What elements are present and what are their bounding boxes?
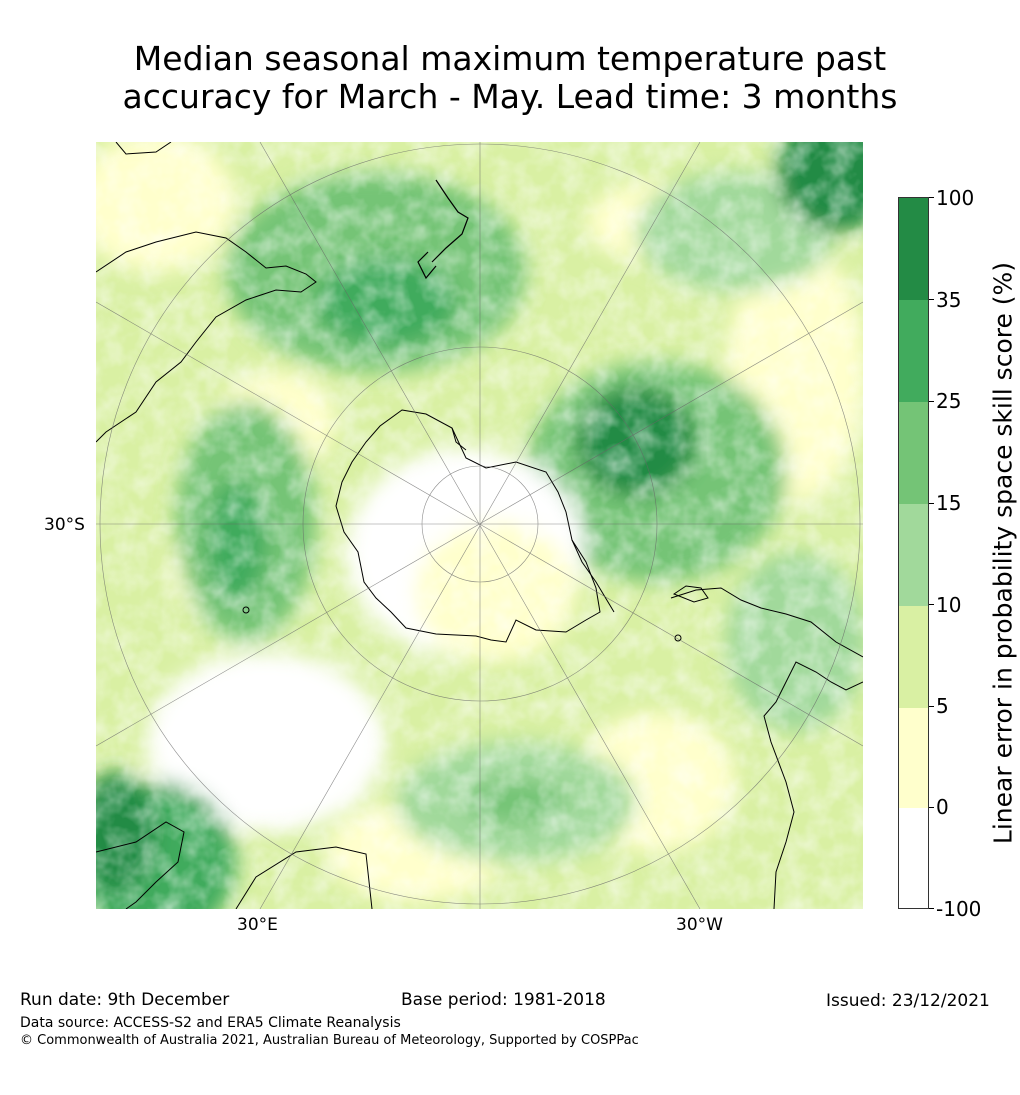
skill-map — [96, 142, 863, 909]
skill-field-texture — [96, 142, 863, 909]
longitude-label-30w: 30°W — [676, 915, 723, 935]
africa-coastline — [96, 821, 373, 909]
run-date: Run date: 9th December — [20, 990, 230, 1010]
antarctic-peninsula-coastline — [571, 539, 615, 613]
colorbar-tick — [929, 197, 934, 198]
island-marker — [242, 606, 250, 614]
copyright-notice: © Commonwealth of Australia 2021, Austra… — [20, 1033, 639, 1048]
colorbar-tick-label: 100 — [936, 186, 975, 210]
longitude-label-30e: 30°E — [237, 915, 278, 935]
colorbar-tick — [929, 604, 934, 605]
data-source: Data source: ACCESS-S2 and ERA5 Climate … — [20, 1015, 401, 1031]
colorbar-tick-label: 0 — [936, 795, 949, 819]
chart-title: Median seasonal maximum temperature past… — [0, 40, 1020, 116]
colorbar-segment — [899, 504, 928, 606]
colorbar-tick-label: 15 — [936, 491, 962, 515]
colorbar-tick — [929, 706, 934, 707]
colorbar-tick — [929, 807, 934, 808]
colorbar-title: Linear error in probability space skill … — [988, 261, 1018, 845]
latitude-label-30s: 30°S — [44, 515, 85, 535]
chart-title-line-2: accuracy for March - May. Lead time: 3 m… — [122, 77, 898, 116]
colorbar-segment — [899, 808, 928, 908]
antarctica-coastline — [335, 409, 601, 643]
colorbar-segment — [899, 402, 928, 504]
colorbar-tick-label: 10 — [936, 593, 962, 617]
colorbar-tick-label: 35 — [936, 288, 962, 312]
colorbar-tick — [929, 503, 934, 504]
colorbar-tick — [929, 401, 934, 402]
base-period: Base period: 1981-2018 — [401, 990, 606, 1010]
colorbar-tick-label: 25 — [936, 389, 962, 413]
australia-coastline — [96, 142, 317, 443]
colorbar — [898, 197, 929, 909]
colorbar-tick-label: 5 — [936, 694, 949, 718]
graticule — [96, 142, 863, 909]
south-america-coastline — [670, 587, 863, 909]
colorbar-segment — [899, 708, 928, 808]
island-marker — [674, 634, 682, 642]
colorbar-tick-label: -100 — [936, 897, 982, 921]
colorbar-segment — [899, 198, 928, 300]
colorbar-segment — [899, 300, 928, 402]
issued-date: Issued: 23/12/2021 — [826, 991, 990, 1011]
chart-title-line-1: Median seasonal maximum temperature past — [133, 39, 887, 78]
colorbar-tick — [929, 299, 934, 300]
falklands-coastline — [672, 585, 709, 603]
new-zealand-coastline — [417, 179, 469, 280]
colorbar-segment — [899, 606, 928, 708]
colorbar-tick — [929, 908, 934, 909]
